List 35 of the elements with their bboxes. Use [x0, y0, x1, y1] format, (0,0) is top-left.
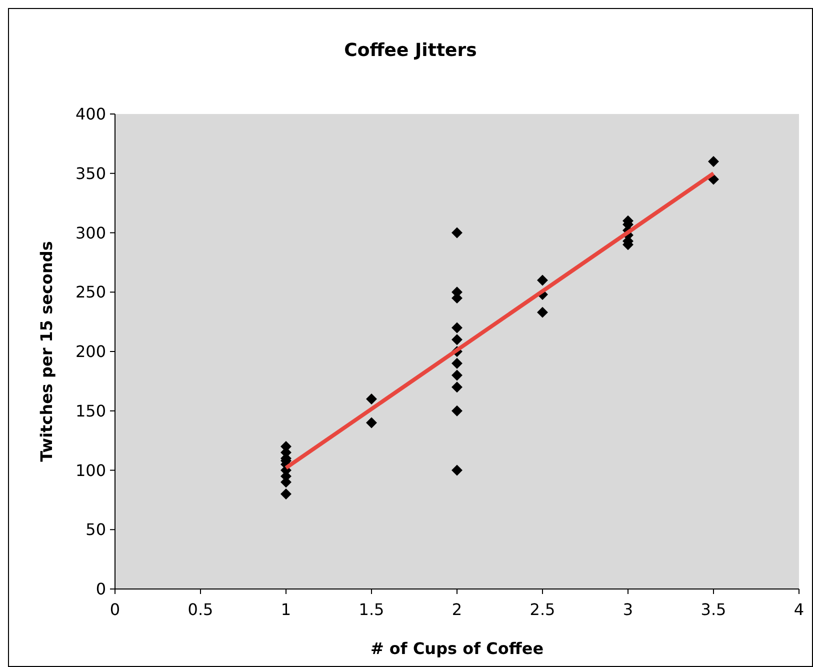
point: [366, 394, 377, 404]
point: [537, 274, 548, 286]
point: [537, 306, 548, 318]
x-tick-label: 0.5: [188, 600, 214, 619]
point: [452, 405, 462, 416]
point: [280, 488, 292, 500]
x-tick-label: 3.5: [700, 600, 726, 619]
y-axis-title: Twitches per 15 seconds: [37, 241, 56, 462]
y-tick-label: 350: [75, 164, 106, 183]
x-axis-title: # of Cups of Coffee: [370, 639, 544, 658]
point: [452, 322, 462, 334]
point: [452, 227, 462, 238]
y-tick-label: 300: [75, 223, 106, 242]
x-tick-label: 0: [110, 600, 120, 619]
y-tick-label: 250: [75, 282, 106, 302]
y-tick-label: 100: [75, 460, 106, 480]
x-tick-label: 1: [280, 600, 292, 619]
x-tick-label: 1.5: [358, 600, 384, 619]
y-tick-label: 400: [75, 104, 106, 124]
point: [452, 464, 462, 476]
chart-title: Coffee Jitters: [344, 40, 477, 61]
y-tick-label: 0: [96, 580, 106, 599]
x-tick-label: 3: [622, 600, 634, 619]
point: [452, 382, 462, 393]
y-tick-label: 150: [75, 401, 106, 420]
point: [452, 334, 462, 346]
point: [366, 417, 377, 428]
x-tick-label: 2.5: [530, 600, 556, 619]
y-tick-label: 50: [86, 520, 106, 540]
point: [708, 156, 719, 167]
point: [452, 358, 462, 369]
y-tick-label: 200: [75, 342, 106, 362]
point: [452, 370, 462, 381]
x-tick-label: 4: [794, 600, 804, 619]
x-tick-label: 2: [452, 600, 462, 619]
